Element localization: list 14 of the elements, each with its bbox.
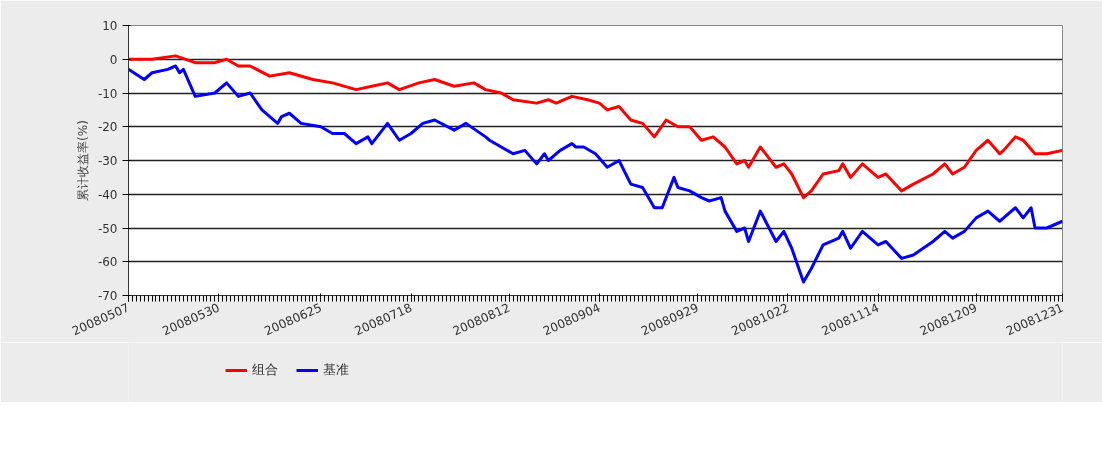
y-tick-label: -60: [97, 255, 118, 270]
y-tick-label: -50: [97, 221, 118, 236]
legend-label: 基准: [323, 361, 349, 379]
y-tick-label: -40: [97, 187, 118, 202]
line-series: [128, 54, 1063, 200]
y-axis-title: 累计收益率(%): [75, 120, 90, 201]
y-tick-label: -30: [97, 154, 118, 168]
y-tick-label: -20: [97, 120, 118, 135]
y-tick-label: 0: [109, 52, 118, 67]
legend-label: 组合: [252, 361, 278, 379]
y-tick-label: 10: [102, 19, 118, 33]
y-tick-label: -10: [97, 86, 118, 101]
line-series: [128, 64, 1063, 284]
y-tick-label: -70: [97, 289, 118, 303]
